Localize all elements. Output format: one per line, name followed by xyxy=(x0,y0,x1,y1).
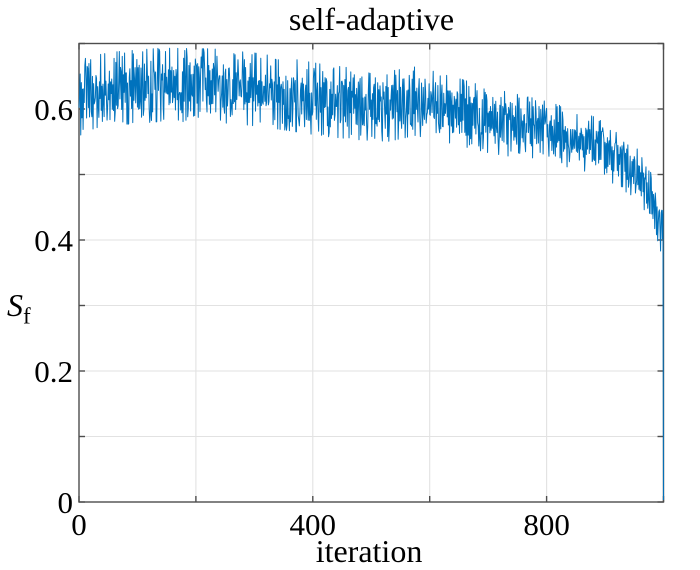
x-tick-label-400: 400 xyxy=(289,507,337,542)
y-axis-label: Sf xyxy=(7,287,31,327)
chart-title: self-adaptive xyxy=(288,1,455,37)
x-tick-label-0: 0 xyxy=(71,507,87,542)
x-axis-label: iteration xyxy=(315,533,423,569)
data-line-Sf xyxy=(78,47,664,501)
y-axis-label-base: S xyxy=(7,287,23,323)
y-axis-label-subscript: f xyxy=(23,303,31,329)
y-tick-label-0: 0 xyxy=(57,484,74,520)
y-tick-label-0-2: 0.2 xyxy=(34,353,73,389)
y-tick-label-0-6: 0.6 xyxy=(34,91,73,127)
y-tick-label-0-4: 0.4 xyxy=(34,222,73,258)
x-tick-label-800: 800 xyxy=(523,507,570,542)
